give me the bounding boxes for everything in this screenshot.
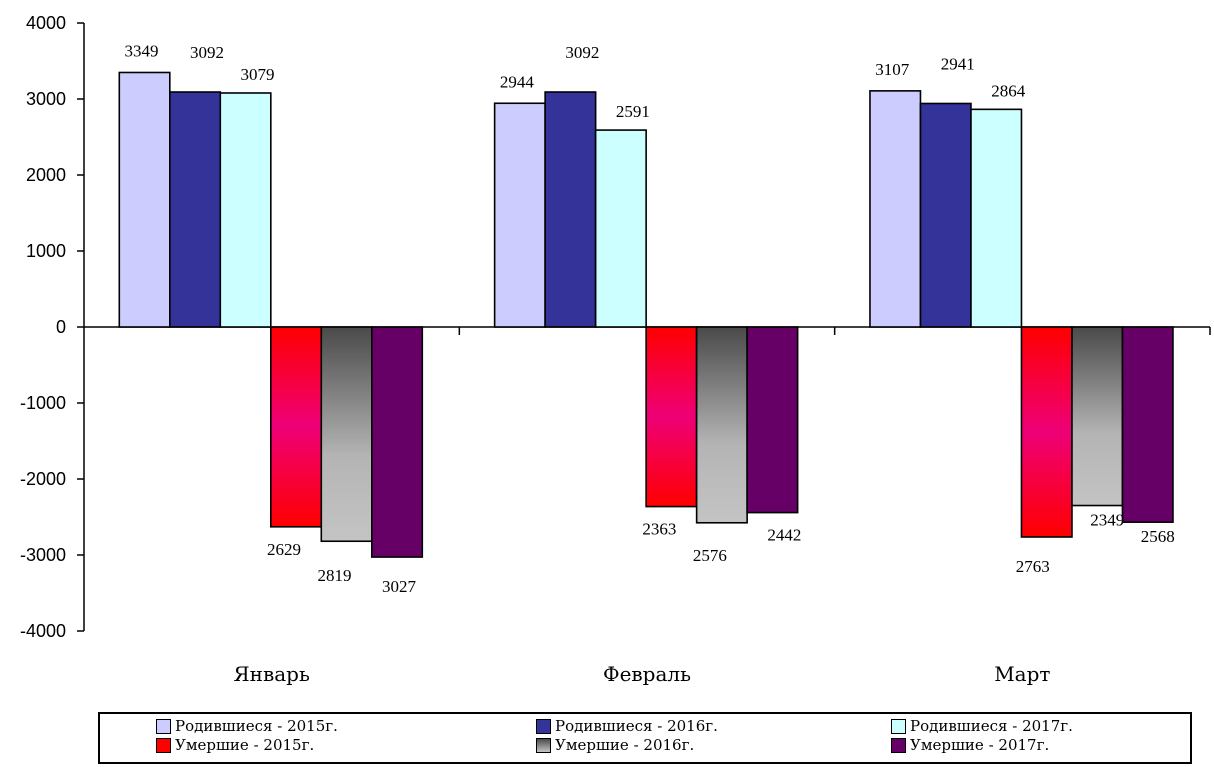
data-label-deaths-2015-1: 2629 bbox=[267, 540, 301, 559]
data-label-deaths-2016-3: 2349 bbox=[1090, 511, 1124, 530]
legend-swatch-births-2017 bbox=[891, 718, 906, 734]
bar-births-2017-3 bbox=[970, 108, 1023, 328]
legend-label-deaths-2017: Умершие - 2017г. bbox=[910, 735, 1050, 754]
category-label-2: Февраль bbox=[603, 662, 691, 686]
data-label-deaths-2017-2: 2442 bbox=[767, 526, 801, 545]
data-label-births-2017-1: 3079 bbox=[241, 65, 275, 84]
legend-item-deaths-2017: Умершие - 2017г. bbox=[891, 736, 1049, 754]
data-label-deaths-2017-3: 2568 bbox=[1141, 527, 1175, 546]
bar-deaths-2016-2 bbox=[695, 326, 748, 524]
bar-births-2016-1 bbox=[169, 91, 222, 328]
y-tick-label: 4000 bbox=[26, 13, 66, 33]
data-label-births-2016-2: 3092 bbox=[565, 43, 599, 62]
bar-deaths-2017-1 bbox=[370, 326, 424, 558]
data-label-deaths-2017-1: 3027 bbox=[382, 577, 417, 596]
data-label-births-2015-3: 3107 bbox=[875, 60, 910, 79]
data-label-births-2015-1: 3349 bbox=[125, 41, 159, 60]
legend-item-deaths-2015: Умершие - 2015г. bbox=[156, 736, 314, 754]
y-tick-label: -3000 bbox=[20, 545, 66, 565]
data-label-births-2017-2: 2591 bbox=[616, 102, 650, 121]
legend-item-deaths-2016: Умершие - 2016г. bbox=[536, 736, 694, 754]
legend-swatch-deaths-2016 bbox=[536, 737, 551, 753]
bar-births-2016-2 bbox=[544, 91, 597, 328]
y-tick-label: -1000 bbox=[20, 393, 66, 413]
legend-item-births-2016: Родившиеся - 2016г. bbox=[536, 717, 718, 735]
data-label-deaths-2015-3: 2763 bbox=[1016, 557, 1050, 576]
data-label-births-2016-3: 2941 bbox=[941, 54, 975, 73]
bar-deaths-2015-2 bbox=[645, 326, 698, 508]
category-label-1: Январь bbox=[233, 662, 309, 686]
data-label-deaths-2016-2: 2576 bbox=[693, 546, 727, 565]
legend-label-deaths-2016: Умершие - 2016г. bbox=[555, 735, 695, 754]
bar-deaths-2015-1 bbox=[269, 326, 323, 528]
data-label-births-2017-3: 2864 bbox=[991, 81, 1026, 100]
bar-births-2017-1 bbox=[219, 92, 272, 328]
legend-label-births-2016: Родившиеся - 2016г. bbox=[555, 716, 718, 735]
bar-births-2015-3 bbox=[869, 90, 922, 328]
data-label-deaths-2015-2: 2363 bbox=[642, 520, 676, 539]
bar-births-2015-1 bbox=[118, 71, 171, 328]
bar-births-2016-3 bbox=[919, 102, 972, 328]
y-tick-label: 2000 bbox=[26, 165, 66, 185]
bar-deaths-2017-3 bbox=[1121, 326, 1174, 523]
legend-item-births-2015: Родившиеся - 2015г. bbox=[156, 717, 338, 735]
legend-label-deaths-2015: Умершие - 2015г. bbox=[175, 735, 315, 754]
legend-swatch-births-2015 bbox=[156, 718, 171, 734]
legend-label-births-2015: Родившиеся - 2015г. bbox=[175, 716, 338, 735]
bar-births-2017-2 bbox=[594, 129, 647, 328]
bar-deaths-2016-1 bbox=[320, 326, 373, 543]
legend-label-births-2017: Родившиеся - 2017г. bbox=[910, 716, 1073, 735]
legend-swatch-births-2016 bbox=[536, 718, 551, 734]
data-labels: 3349 3092 3079 2629 2819 3027 Январь 2944 3092 25… bbox=[125, 41, 1175, 686]
y-tick-label: -2000 bbox=[20, 469, 66, 489]
y-tick-label: 3000 bbox=[26, 89, 66, 109]
bar-deaths-2015-3 bbox=[1020, 326, 1073, 538]
legend: Родившиеся - 2015г. Родившиеся - 2016г. … bbox=[98, 712, 1192, 764]
bar-deaths-2016-3 bbox=[1071, 326, 1124, 507]
y-tick-label: 1000 bbox=[26, 241, 66, 261]
data-label-births-2016-1: 3092 bbox=[190, 43, 224, 62]
y-tick-label: 0 bbox=[56, 317, 66, 337]
bars bbox=[118, 71, 1174, 558]
bar-births-2015-2 bbox=[493, 102, 546, 328]
bar-chart: 4000 3000 2000 1000 0 -1000 -2000 -3000 -4000 33… bbox=[20, 13, 1211, 686]
bar-deaths-2017-2 bbox=[746, 326, 799, 514]
legend-swatch-deaths-2017 bbox=[891, 737, 906, 753]
data-label-births-2015-2: 2944 bbox=[500, 72, 535, 91]
y-tick-label: -4000 bbox=[20, 621, 66, 641]
category-label-3: Март bbox=[994, 662, 1050, 686]
legend-swatch-deaths-2015 bbox=[156, 737, 171, 753]
data-label-deaths-2016-1: 2819 bbox=[318, 566, 352, 585]
legend-item-births-2017: Родившиеся - 2017г. bbox=[891, 717, 1073, 735]
